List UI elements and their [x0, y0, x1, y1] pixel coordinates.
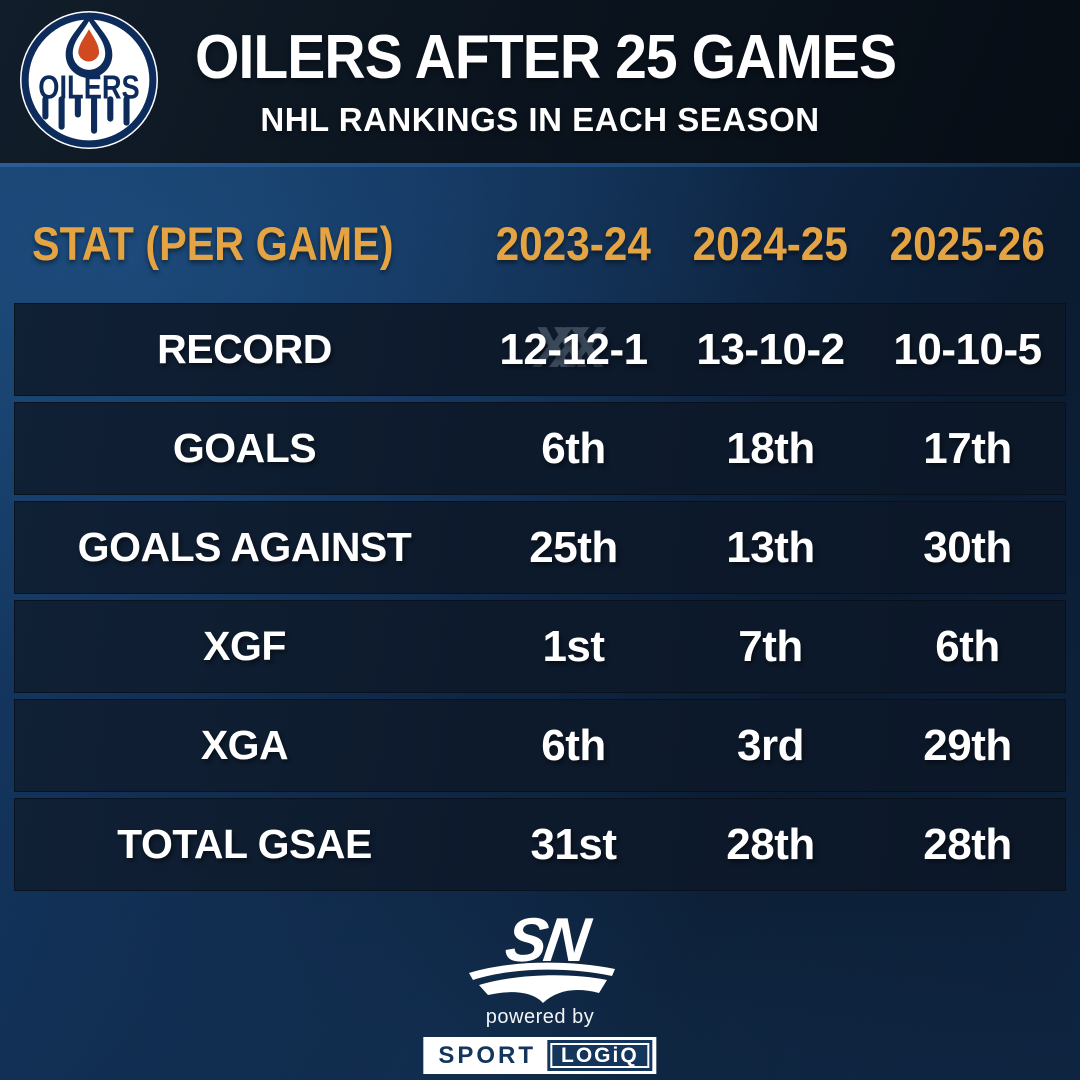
- stat-value: 6th: [541, 720, 606, 770]
- table-row: TOTAL GSAE 31st 28th 28th: [14, 798, 1066, 891]
- stat-value: 1st: [542, 621, 605, 671]
- sport-wordmark: SPORT: [438, 1041, 537, 1069]
- header-band: [0, 0, 1080, 163]
- stat-value: 7th: [738, 621, 803, 671]
- stat-value: 17th: [923, 423, 1012, 473]
- table-header-row: STAT (PER GAME) 2023-24 2024-25 2025-26: [14, 196, 1066, 291]
- sn-swoosh-thick: [479, 975, 607, 1003]
- table-body: RECORD XXX 12-12-1 13-10-2 10-10-5 GOALS …: [14, 303, 1066, 897]
- stat-value: 6th: [541, 423, 606, 473]
- powered-by-label: powered by: [485, 1006, 595, 1028]
- table-row: GOALS 6th 18th 17th: [14, 402, 1066, 495]
- stat-column-header: STAT (PER GAME): [32, 217, 394, 270]
- logiq-wordmark: LOGiQ: [550, 1043, 650, 1068]
- logiq-box: LOGiQ: [547, 1040, 653, 1071]
- stat-value: 13th: [726, 522, 815, 572]
- stat-value: 30th: [923, 522, 1012, 572]
- table-row: XGF 1st 7th 6th: [14, 600, 1066, 693]
- season-column-header-3: 2025-26: [889, 217, 1046, 270]
- table-row: GOALS AGAINST 25th 13th 30th: [14, 501, 1066, 594]
- stat-value: 10-10-5: [893, 324, 1042, 374]
- table-row: RECORD XXX 12-12-1 13-10-2 10-10-5: [14, 303, 1066, 396]
- stat-label: GOALS AGAINST: [77, 524, 412, 570]
- season-column-header-2: 2024-25: [692, 217, 849, 270]
- stat-label: XGF: [203, 623, 286, 669]
- table-row: XGA 6th 3rd 29th: [14, 699, 1066, 792]
- stat-value: XXX 12-12-1: [499, 314, 648, 380]
- stat-value: 3rd: [737, 720, 804, 770]
- header-divider: [0, 163, 1080, 167]
- sn-logo: SN: [455, 906, 625, 1008]
- stat-label: TOTAL GSAE: [117, 821, 372, 867]
- stat-value: 6th: [935, 621, 1000, 671]
- stat-label: RECORD: [157, 326, 332, 372]
- stat-value: 18th: [726, 423, 815, 473]
- season-column-header-1: 2023-24: [495, 217, 652, 270]
- stat-label: XGA: [200, 722, 289, 768]
- oilers-logo-icon: OILERS: [20, 11, 158, 149]
- stat-value: 31st: [530, 819, 617, 869]
- oilers-logo: OILERS: [18, 8, 160, 150]
- oilers-logo-text: OILERS: [38, 69, 139, 106]
- sportlogiq-badge: SPORT LOGiQ: [423, 1037, 657, 1074]
- header-titles: OILERS AFTER 25 GAMES NHL RANKINGS IN EA…: [165, 0, 915, 139]
- stat-value: 29th: [923, 720, 1012, 770]
- stat-value: 25th: [529, 522, 618, 572]
- page-title: OILERS AFTER 25 GAMES: [195, 23, 897, 92]
- page-subtitle: NHL RANKINGS IN EACH SEASON: [260, 101, 820, 138]
- stat-value: 13-10-2: [696, 324, 845, 374]
- sn-swoosh-thin: [469, 962, 615, 980]
- stat-value: 28th: [726, 819, 815, 869]
- stat-value: 28th: [923, 819, 1012, 869]
- sn-logo-icon: SN: [469, 906, 615, 1003]
- oil-drop-icon: [65, 12, 113, 78]
- stat-label: GOALS: [172, 425, 317, 471]
- oil-drip-decoration: [42, 96, 130, 134]
